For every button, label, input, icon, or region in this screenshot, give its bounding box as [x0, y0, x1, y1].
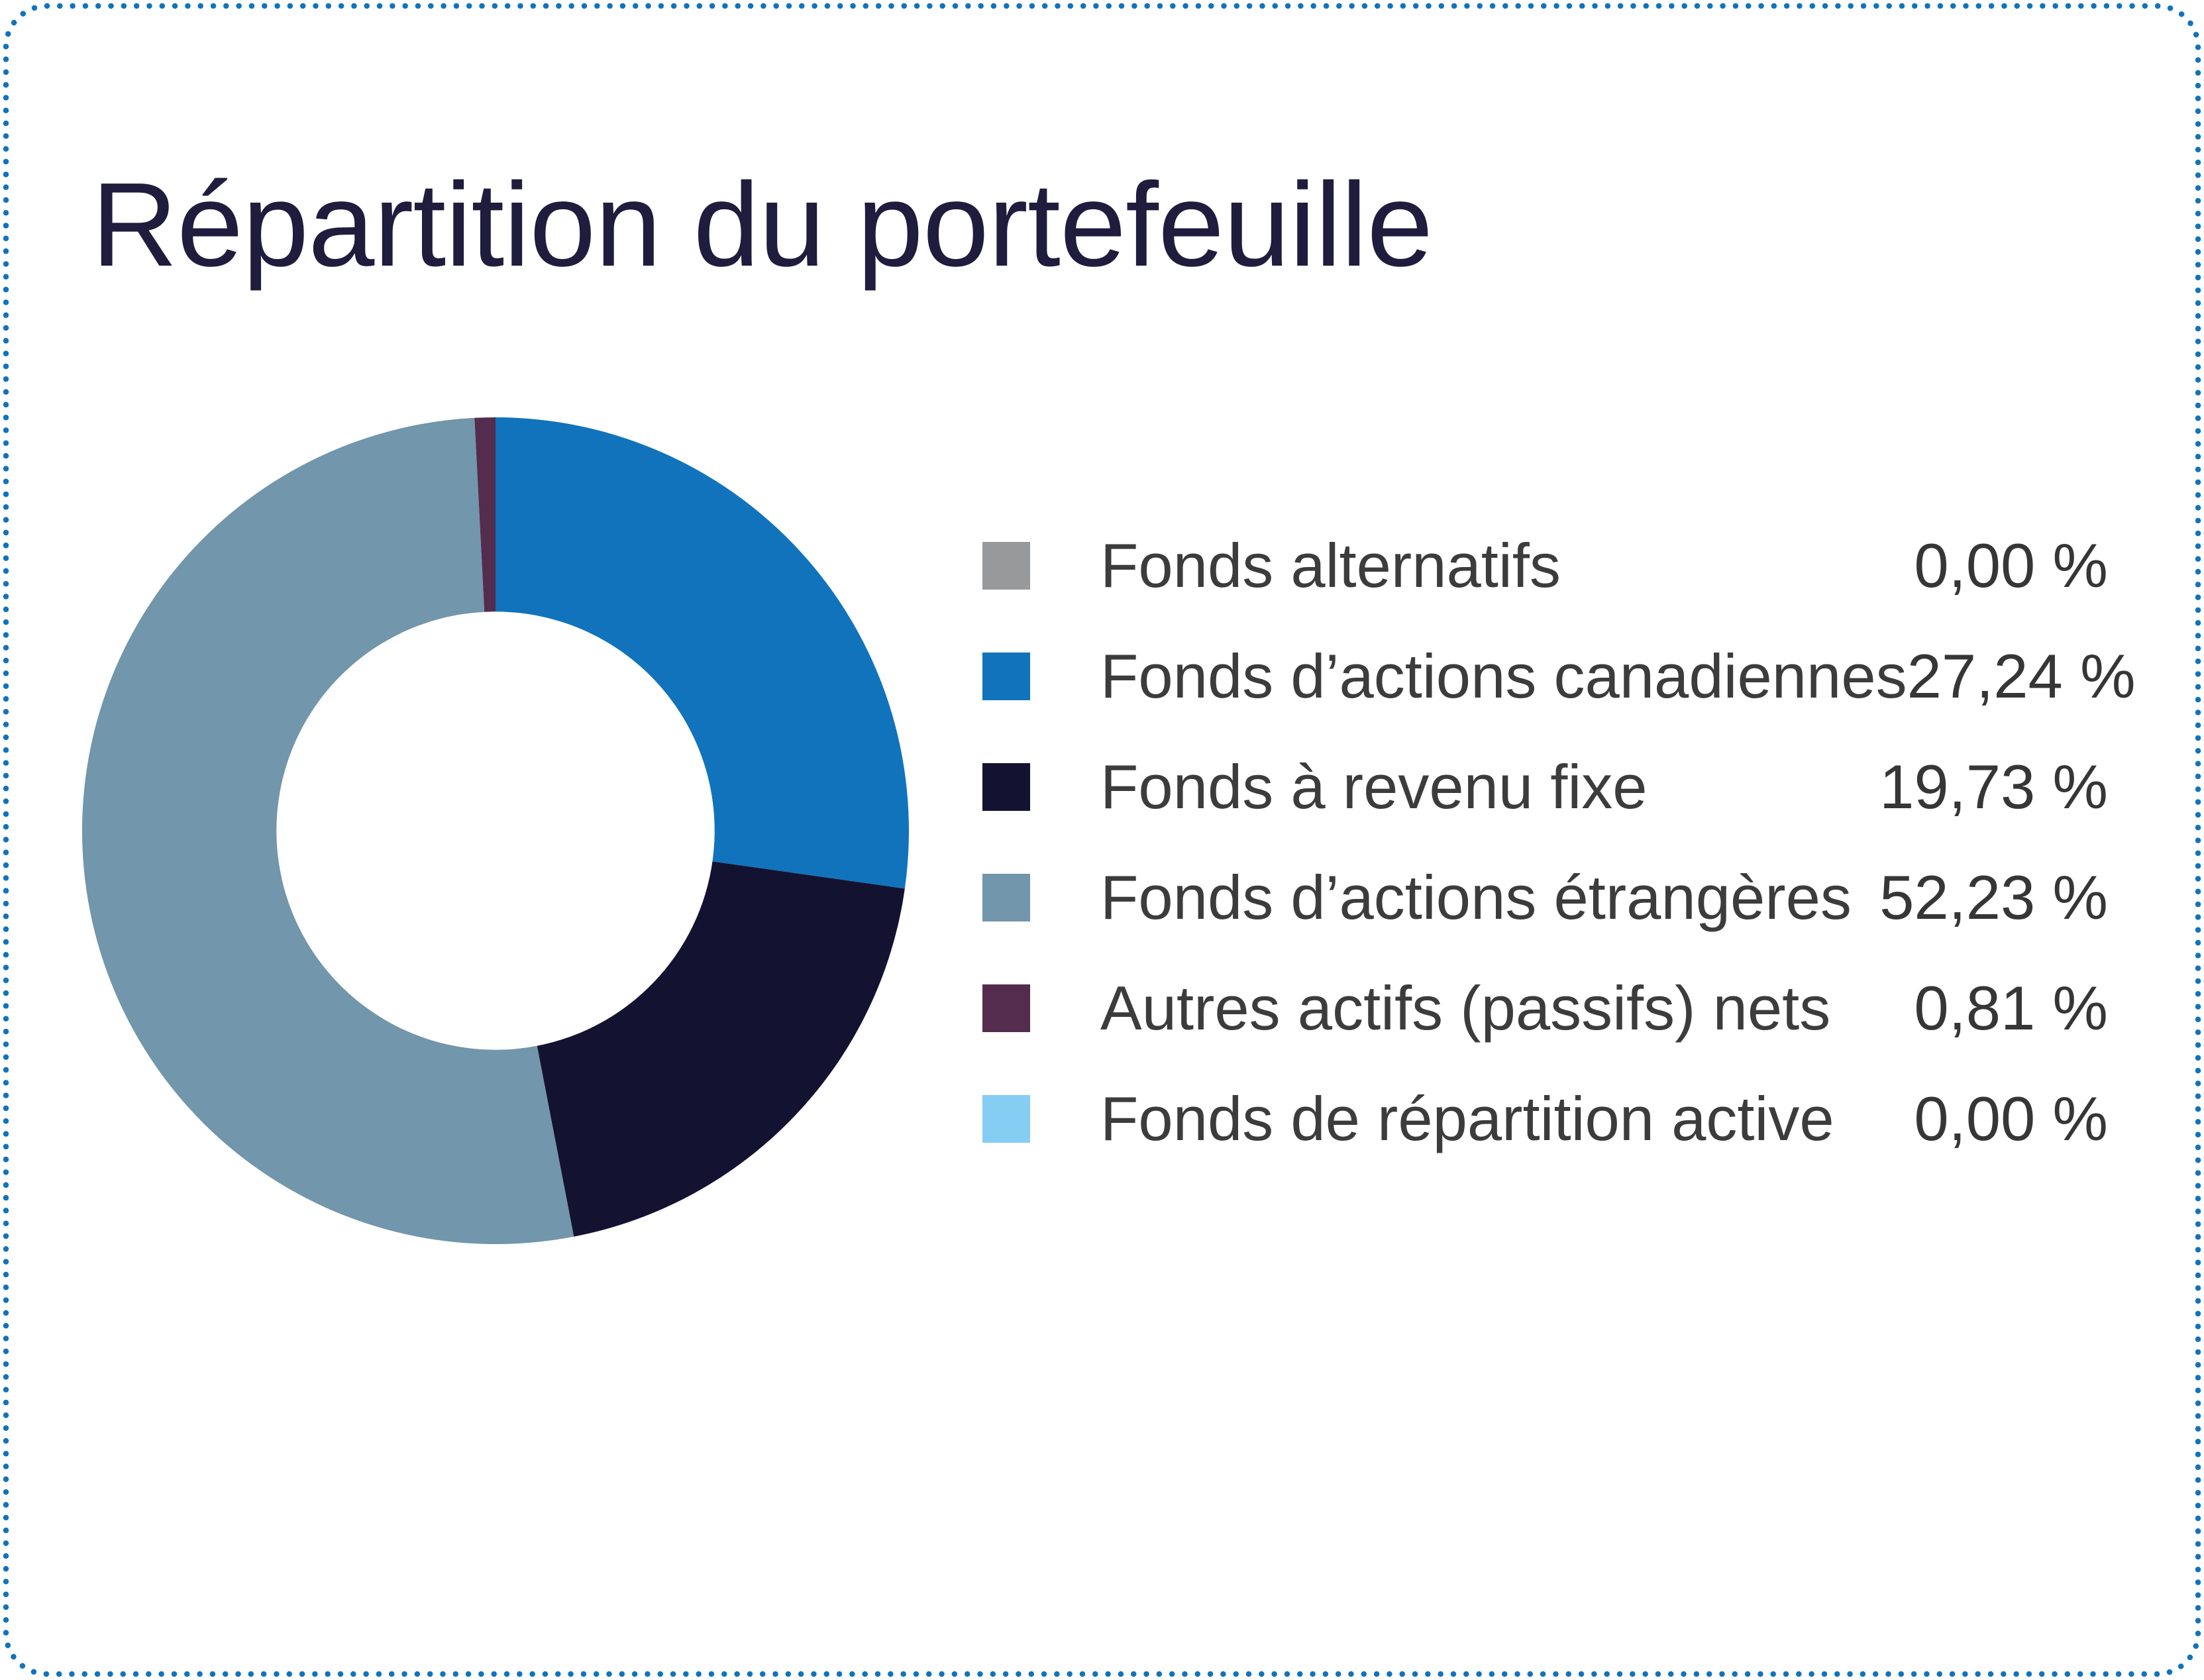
portfolio-donut-chart	[82, 417, 909, 1244]
legend-value: 19,73 %	[1879, 752, 2108, 821]
legend-label: Fonds d’actions étrangères	[1100, 863, 1852, 932]
donut-segment	[82, 417, 574, 1244]
legend-swatch	[982, 1095, 1030, 1143]
legend-swatch	[982, 984, 1030, 1032]
donut-segment	[537, 861, 905, 1237]
legend-label: Fonds alternatifs	[1100, 531, 1561, 600]
legend-value: 52,23 %	[1879, 863, 2108, 932]
legend-item: Fonds d’actions étrangères 52,23 %	[982, 863, 2108, 932]
legend-item: Fonds alternatifs 0,00 %	[982, 531, 2108, 600]
legend-swatch	[982, 653, 1030, 700]
legend-value: 27,24 %	[1907, 641, 2136, 711]
legend-label: Autres actifs (passifs) nets	[1100, 973, 1831, 1043]
legend-value: 0,00 %	[1914, 531, 2108, 600]
legend-label: Fonds de répartition active	[1100, 1084, 1834, 1153]
legend-item: Fonds à revenu fixe 19,73 %	[982, 752, 2108, 821]
legend-label: Fonds à revenu fixe	[1100, 752, 1648, 821]
legend-swatch	[982, 874, 1030, 921]
legend-item: Fonds de répartition active 0,00 %	[982, 1084, 2108, 1153]
legend-value: 0,81 %	[1914, 973, 2108, 1043]
legend-swatch	[982, 763, 1030, 811]
legend-item: Fonds d’actions canadiennes 27,24 %	[982, 641, 2136, 711]
page-title: Répartition du portefeuille	[91, 158, 1433, 291]
legend-swatch	[982, 542, 1030, 590]
legend-value: 0,00 %	[1914, 1084, 2108, 1153]
donut-segment	[496, 417, 909, 889]
donut-segment	[474, 417, 496, 612]
legend-label: Fonds d’actions canadiennes	[1100, 641, 1907, 711]
legend-item: Autres actifs (passifs) nets 0,81 %	[982, 973, 2108, 1043]
